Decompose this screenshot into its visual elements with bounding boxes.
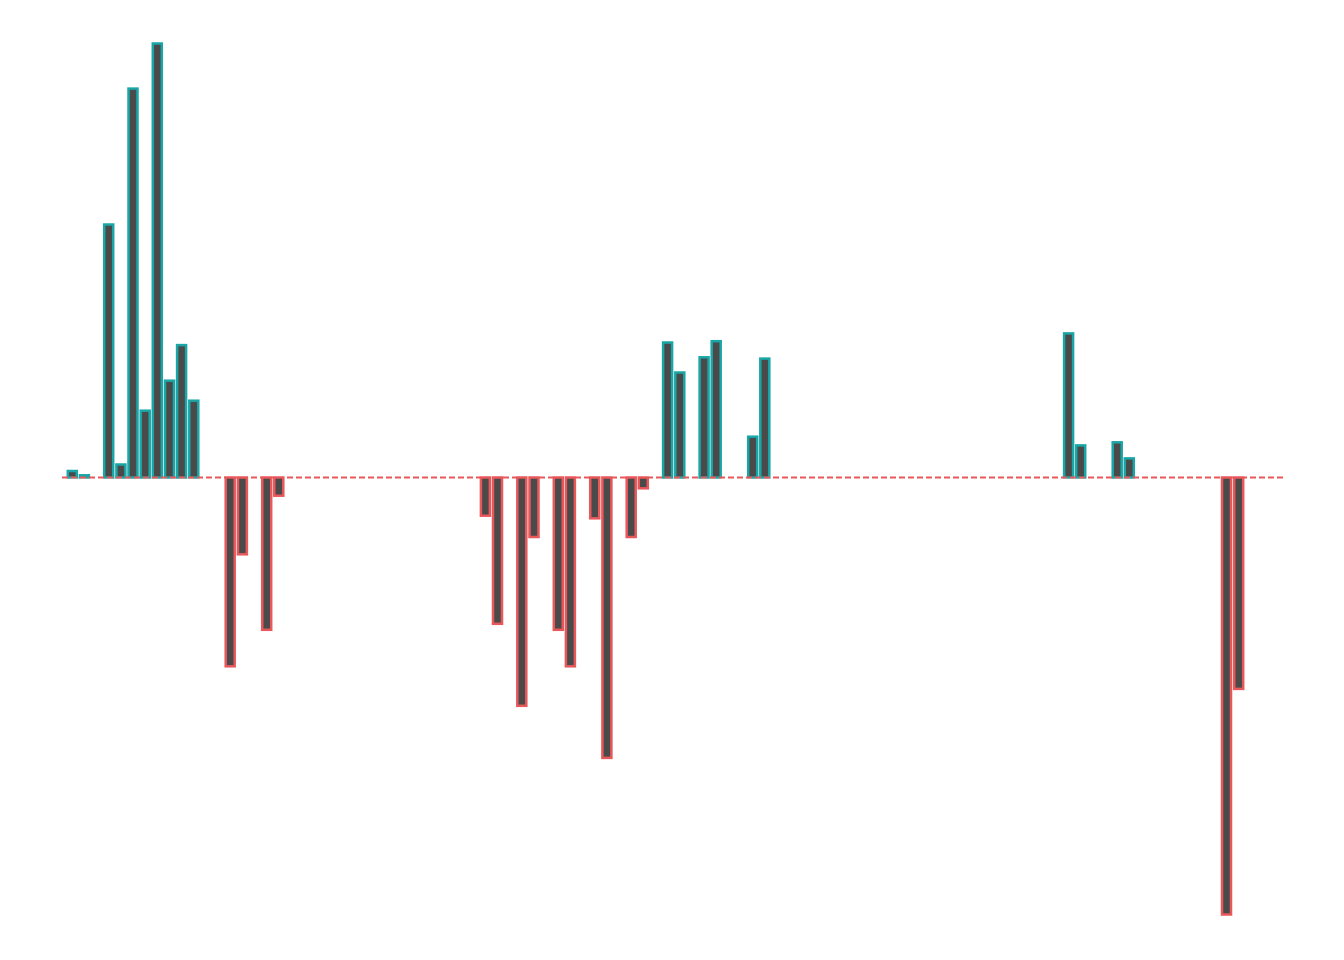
bar-37 [516, 476, 528, 708]
bars-group [66, 42, 1245, 916]
bar-43 [588, 476, 601, 520]
bar-13 [224, 476, 236, 668]
bar-8 [163, 379, 176, 479]
bar-9 [175, 343, 188, 479]
bar-96 [1232, 476, 1245, 691]
bar-47 [637, 476, 650, 490]
bar-34 [479, 476, 492, 517]
bar-38 [528, 476, 540, 539]
bar-41 [564, 476, 577, 668]
bar-95 [1220, 476, 1233, 916]
bar-50 [674, 371, 686, 479]
bar-56 [746, 435, 759, 479]
bar-14 [236, 476, 249, 556]
bar-5 [127, 87, 139, 479]
bar-82 [1062, 332, 1075, 479]
bar-87 [1123, 457, 1136, 479]
bar-86 [1111, 441, 1123, 479]
bar-3 [102, 223, 115, 479]
bar-44 [601, 476, 613, 760]
bar-49 [661, 341, 674, 479]
bar-40 [552, 476, 565, 632]
bar-52 [698, 356, 710, 479]
bar-53 [710, 339, 722, 479]
bar-17 [273, 476, 285, 497]
bar-35 [491, 476, 504, 626]
bar-83 [1074, 444, 1087, 479]
bar-16 [260, 476, 273, 632]
bar-10 [188, 399, 200, 479]
bar-46 [625, 476, 637, 539]
bar-6 [139, 409, 151, 479]
bar-4 [115, 463, 127, 479]
bar-57 [759, 357, 771, 479]
bar-7 [151, 42, 164, 479]
